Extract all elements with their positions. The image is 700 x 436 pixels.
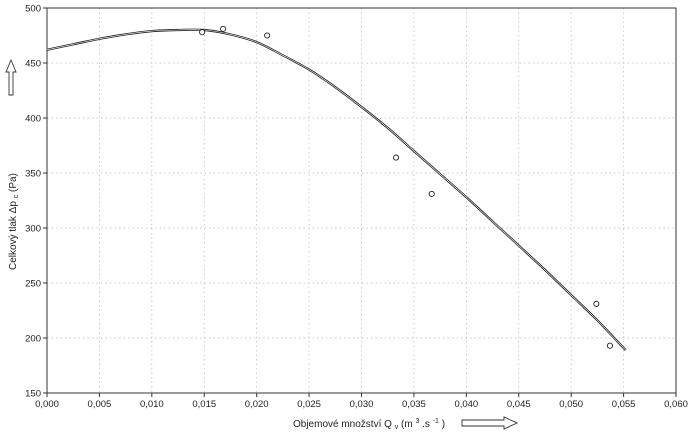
fit-curve-highlight xyxy=(46,29,626,351)
x-axis-label-unit-sup2: -1 xyxy=(433,418,439,425)
x-tick-label: 0,030 xyxy=(350,399,374,410)
x-tick-label: 0,005 xyxy=(88,399,112,410)
data-point xyxy=(220,25,227,32)
x-tick-label: 0,010 xyxy=(140,399,164,410)
data-point xyxy=(199,29,206,36)
y-axis-arrow xyxy=(5,58,17,96)
x-tick-labels: 0,000 0,005 0,010 0,015 0,020 0,025 0,030 0,035… xyxy=(35,393,688,410)
x-tick-label: 0,055 xyxy=(612,399,636,410)
y-axis-label-unit: (Pa) xyxy=(8,173,19,192)
x-tick-label: 0,000 xyxy=(35,399,59,410)
data-point xyxy=(393,154,400,161)
data-point xyxy=(606,342,614,349)
x-axis-label-unit-mid: .s xyxy=(422,419,430,430)
x-axis-label-subscript: v xyxy=(395,424,399,431)
x-axis-label-unit-open: (m xyxy=(401,419,413,430)
fit-curve xyxy=(46,28,627,351)
x-tick-label: 0,045 xyxy=(507,399,531,410)
y-tick-label: 350 xyxy=(25,169,41,180)
y-tick-label: 150 xyxy=(25,389,41,400)
y-tick-label: 400 xyxy=(25,114,41,125)
x-tick-label: 0,050 xyxy=(559,399,583,410)
x-axis-arrow xyxy=(461,416,519,430)
series-layer xyxy=(46,25,627,351)
x-tick-label: 0,035 xyxy=(402,399,426,410)
x-tick-label: 0,040 xyxy=(454,399,478,410)
y-axis-label-main: Celkový tlak Δp xyxy=(8,201,19,270)
y-tick-label: 450 xyxy=(25,59,41,70)
plot-frame xyxy=(46,7,677,394)
x-tick-label: 0,020 xyxy=(245,399,269,410)
data-point xyxy=(428,190,435,197)
y-axis-label-subscript: c xyxy=(13,194,20,198)
x-axis-label-main: Objemové množství Q xyxy=(293,419,392,430)
x-tick-label: 0,025 xyxy=(297,399,321,410)
y-tick-label: 200 xyxy=(25,334,41,345)
data-point xyxy=(593,300,600,307)
data-point xyxy=(264,32,271,39)
x-axis-label-unit-sup1: 3 xyxy=(415,418,419,425)
y-tick-label: 250 xyxy=(25,279,41,290)
x-axis-label-unit-close: ) xyxy=(442,419,445,430)
grid xyxy=(47,8,676,393)
y-axis-label: Celkový tlak Δp c (Pa) xyxy=(8,173,21,270)
y-tick-labels: 150 200 250 300 350 400 450 500 xyxy=(25,4,47,400)
x-axis-label: Objemové množství Q v (m 3 .s -1 ) xyxy=(293,415,445,432)
y-tick-label: 300 xyxy=(25,224,41,235)
x-tick-label: 0,060 xyxy=(664,399,688,410)
x-tick-label: 0,015 xyxy=(192,399,216,410)
y-tick-label: 500 xyxy=(25,4,41,15)
